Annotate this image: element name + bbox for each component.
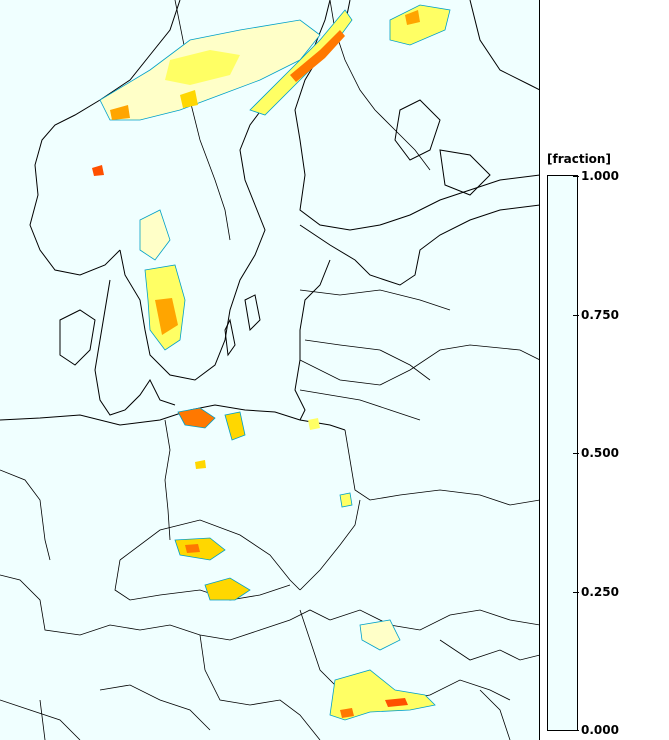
legend-tick-label: 1.000 bbox=[581, 169, 619, 183]
legend: [fraction] 1.000 0.750 0.500 0.250 0.000 bbox=[540, 0, 669, 740]
map-svg bbox=[0, 0, 540, 740]
map-panel bbox=[0, 0, 540, 740]
legend-tick-mark bbox=[573, 453, 579, 454]
legend-tick-label: 0.000 bbox=[581, 723, 619, 737]
legend-tick-mark bbox=[573, 730, 579, 731]
legend-tick-label: 0.500 bbox=[581, 446, 619, 460]
legend-unit-label: [fraction] bbox=[547, 152, 611, 166]
legend-tick-mark bbox=[573, 314, 579, 316]
legend-tick-mark bbox=[573, 176, 579, 177]
legend-tick-label: 0.250 bbox=[581, 584, 619, 599]
legend-tick-label: 0.750 bbox=[581, 307, 619, 322]
fraction-fields bbox=[92, 4, 451, 721]
country-borders bbox=[0, 0, 540, 740]
legend-tick-mark bbox=[573, 591, 579, 593]
